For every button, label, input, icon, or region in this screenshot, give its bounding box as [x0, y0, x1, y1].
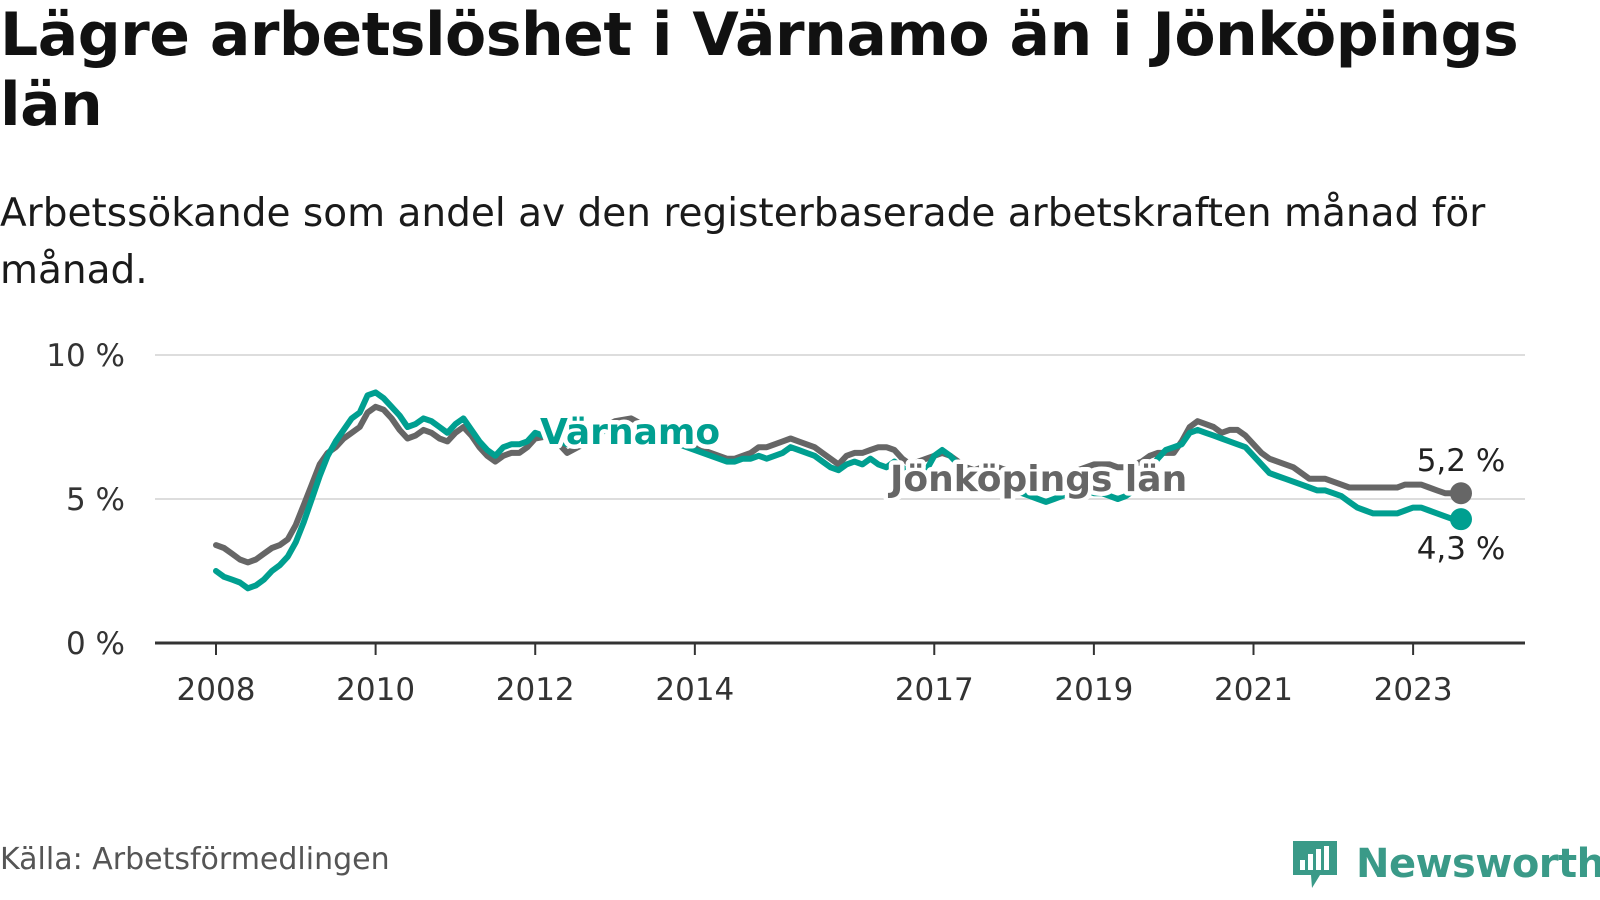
brand-name: Newsworthy	[1356, 841, 1600, 887]
chart-title: Lägre arbetslöshet i Värnamo än i Jönköp…	[0, 0, 1519, 140]
y-tick-label: 10 %	[46, 338, 125, 374]
end-value-label: 4,3 %	[1417, 531, 1506, 567]
series-line-varnamo	[213, 389, 1464, 592]
end-point-varnamo	[1450, 508, 1472, 531]
y-tick-label: 0 %	[66, 626, 125, 662]
series-label-jonkopings-lan: Jönköpings län	[887, 459, 1187, 500]
x-axis-ticks: 2008 2010 2012 2014 2017 2019 2021 2023	[177, 643, 1453, 708]
x-tick-label: 2008	[177, 672, 256, 708]
x-tick-label: 2014	[655, 672, 734, 708]
series-label-varnamo: Värnamo	[540, 412, 720, 453]
x-tick-label: 2023	[1374, 672, 1453, 708]
source-note: Källa: Arbetsförmedlingen	[0, 842, 390, 877]
end-value-label: 5,2 %	[1417, 443, 1506, 479]
x-tick-label: 2012	[496, 672, 575, 708]
series-lines	[213, 389, 1472, 592]
x-tick-label: 2019	[1054, 672, 1133, 708]
brand-logo[interactable]: Newsworthy	[1290, 838, 1600, 890]
gridlines	[155, 354, 1525, 645]
end-point-jonkopings-lan	[1450, 482, 1472, 505]
y-tick-label: 5 %	[66, 482, 125, 518]
x-tick-label: 2010	[336, 672, 415, 708]
series-line-jonkopings-lan	[213, 403, 1464, 566]
series-labels: 5,2 % 4,3 % Värnamo Jönköpings län	[536, 408, 1506, 568]
chart-subtitle: Arbetssökande som andel av den registerb…	[0, 191, 1486, 293]
x-tick-label: 2021	[1214, 672, 1293, 708]
y-axis-ticks: 0 % 5 % 10 %	[46, 338, 125, 662]
newsworthy-logo-icon	[1293, 841, 1337, 888]
x-tick-label: 2017	[895, 672, 974, 708]
